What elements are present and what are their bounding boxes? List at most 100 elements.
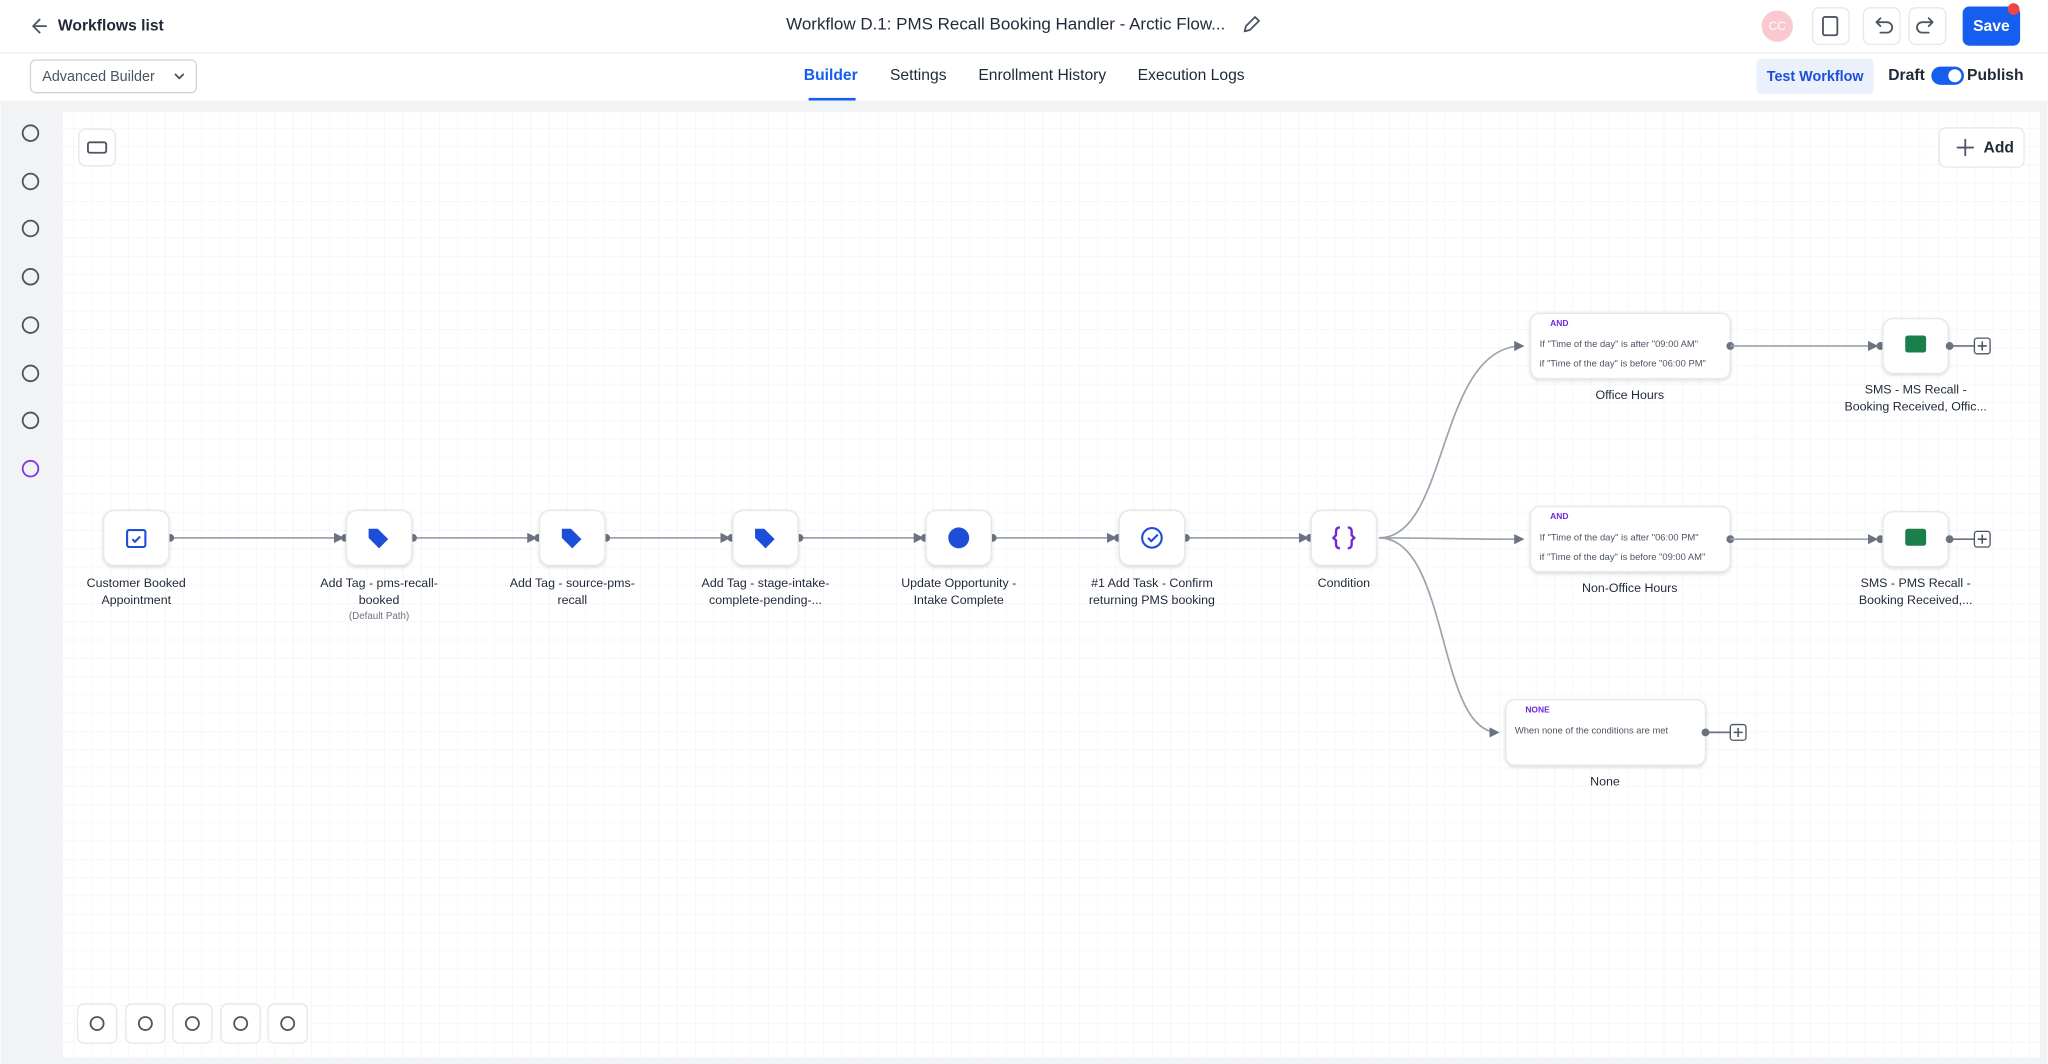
braces-icon	[1331, 526, 1356, 550]
toggle-knob	[1948, 69, 1962, 83]
tab[interactable]: Settings	[890, 67, 947, 84]
sidebar-icon[interactable]	[21, 219, 40, 238]
redo-button[interactable]	[1908, 7, 1947, 46]
keyboard-button[interactable]	[78, 128, 117, 167]
sidebar-icon[interactable]	[21, 268, 40, 286]
node-label: Add Tag - source-pms-	[510, 576, 635, 590]
undo-button[interactable]	[1862, 7, 1901, 46]
node-label: recall	[557, 593, 587, 607]
branch-label: Non-Office Hours	[1582, 581, 1678, 595]
branch-condition: if "Time of the day" is before "06:00 PM…	[1540, 358, 1706, 369]
flow: Customer Booked Appointment Add Tag - pms-…	[87, 312, 1991, 788]
node-label: returning PMS booking	[1089, 593, 1215, 607]
branch-tag: AND	[1550, 318, 1568, 328]
tab[interactable]: Execution Logs	[1138, 67, 1245, 84]
node-label: Booking Received,...	[1859, 593, 1973, 607]
check	[1147, 533, 1159, 543]
edge	[1379, 340, 1525, 539]
save-button[interactable]	[1962, 6, 2021, 46]
action-node[interactable]	[1310, 509, 1378, 566]
edge	[1379, 534, 1525, 545]
canvas-control[interactable]	[125, 1003, 166, 1044]
node-label: Update Opportunity -	[901, 576, 1016, 590]
tag-icon	[755, 528, 775, 549]
chevron	[174, 73, 185, 80]
node-label: complete-pending-...	[709, 593, 822, 607]
edge	[1379, 537, 1500, 738]
canvas-grid	[63, 112, 2040, 1058]
node-label: Customer Booked	[87, 576, 186, 590]
active-tab-underline	[808, 97, 856, 101]
action-node[interactable]	[102, 509, 170, 566]
tab[interactable]: Enrollment History	[978, 67, 1106, 84]
sidebar	[21, 124, 40, 478]
test-workflow-button[interactable]	[1756, 58, 1874, 94]
builder-select-label: Advanced Builder	[42, 69, 155, 85]
branch-tag: AND	[1550, 511, 1568, 521]
edit-icon[interactable]	[1243, 16, 1260, 33]
save-label: Save	[1973, 18, 2010, 35]
control-icon	[184, 1016, 200, 1031]
control-icon	[137, 1016, 153, 1031]
notes-icon	[1822, 16, 1839, 37]
sidebar-icon[interactable]	[21, 364, 40, 383]
undo-icon	[1875, 17, 1894, 34]
tag-icon	[368, 528, 389, 549]
branch-condition: If "Time of the day" is after "09:00 AM"	[1540, 338, 1698, 349]
branch-label: Office Hours	[1595, 388, 1664, 402]
control-icon	[233, 1016, 249, 1031]
canvas-control[interactable]	[172, 1003, 213, 1044]
sms-icon	[1905, 528, 1927, 546]
node-label: Condition	[1318, 576, 1370, 590]
redo-icon	[1916, 17, 1934, 34]
branch-condition: if "Time of the day" is before "09:00 AM…	[1540, 551, 1706, 562]
plus-icon	[1956, 138, 1975, 157]
avatar[interactable]	[1761, 10, 1793, 42]
control-icon	[280, 1016, 296, 1031]
builder-select[interactable]	[29, 59, 197, 94]
workflow-title: Workflow D.1: PMS Recall Booking Handler…	[786, 14, 1225, 33]
sidebar-icon[interactable]	[21, 459, 40, 478]
notes-button[interactable]	[1811, 7, 1850, 46]
canvas-control[interactable]	[76, 1003, 118, 1044]
canvas-control[interactable]	[220, 1003, 261, 1044]
sidebar-icon[interactable]	[21, 124, 40, 142]
branch-tag: NONE	[1525, 704, 1550, 714]
node-label: SMS - PMS Recall -	[1861, 576, 1971, 590]
control-icon	[89, 1016, 105, 1031]
keyboard-icon	[87, 141, 108, 154]
tab[interactable]: Builder	[804, 67, 858, 84]
plus	[1733, 727, 1743, 737]
node-label: Add Tag - pms-recall-	[320, 576, 438, 590]
node-label: SMS - MS Recall -	[1865, 383, 1967, 397]
canvas-control[interactable]	[267, 1003, 308, 1044]
plus	[1977, 534, 1987, 544]
sidebar-icon[interactable]	[21, 411, 40, 430]
node-note: (Default Path)	[349, 611, 409, 622]
node-label: Add Tag - stage-intake-	[702, 576, 830, 590]
top-bar	[0, 0, 2048, 101]
test-workflow-label: Test Workflow	[1767, 69, 1865, 85]
zoom-controls	[76, 1003, 308, 1044]
branch-condition: If "Time of the day" is after "06:00 PM"	[1540, 531, 1699, 542]
dollar-icon	[948, 527, 970, 549]
back-icon[interactable]	[32, 18, 48, 34]
node-label: Booking Received, Offic...	[1844, 400, 1986, 414]
tabs: Builder Settings Enrollment History Executi…	[804, 67, 1245, 101]
node-label: Appointment	[101, 593, 171, 607]
add-button[interactable]	[1938, 127, 2025, 168]
plus	[1977, 341, 1987, 351]
branch-label: None	[1590, 774, 1620, 788]
action-node[interactable]	[1118, 509, 1186, 566]
back-link[interactable]: Workflows list	[58, 17, 165, 34]
avatar-initials: CC	[1769, 20, 1786, 33]
sidebar-icon[interactable]	[21, 172, 40, 191]
sms-icon	[1905, 335, 1927, 353]
draft-label: Draft	[1888, 67, 1925, 84]
node-label: Intake Complete	[914, 593, 1004, 607]
node-label: #1 Add Task - Confirm	[1091, 576, 1213, 590]
sidebar-icon[interactable]	[21, 316, 40, 334]
badge-dot	[2007, 3, 2020, 16]
